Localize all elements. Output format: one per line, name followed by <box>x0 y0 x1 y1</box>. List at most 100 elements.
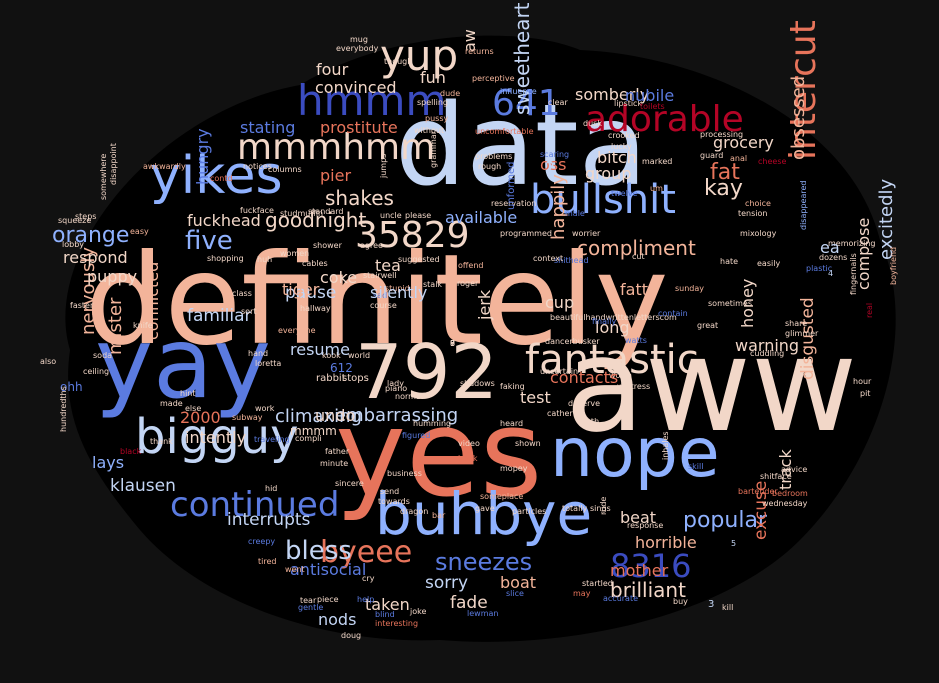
cloud-word: returns <box>465 47 494 56</box>
cloud-word: problems <box>475 152 513 161</box>
cloud-word: spelling <box>417 98 448 107</box>
cloud-word: agree <box>360 241 383 250</box>
cloud-word: huh <box>257 255 273 264</box>
cloud-word: particles <box>512 507 547 516</box>
cloud-word: embarrassing <box>335 405 459 426</box>
cloud-word: normal <box>395 392 424 401</box>
cloud-word: test <box>520 388 551 407</box>
cloud-word: plastic <box>806 264 833 273</box>
cloud-word: offend <box>458 261 484 270</box>
cloud-word: yay <box>95 307 272 421</box>
cloud-word: steps <box>75 212 97 221</box>
cloud-word: unformed <box>506 161 517 211</box>
cloud-word: dude <box>440 89 461 98</box>
cloud-word: mopey <box>500 464 528 473</box>
cloud-word: slice <box>506 589 524 598</box>
cloud-word: subway <box>232 413 263 422</box>
cloud-word: knife <box>133 321 153 330</box>
cloud-word: work <box>255 404 275 413</box>
cloud-word: long <box>595 318 630 337</box>
cloud-word: dusk <box>583 119 602 128</box>
cloud-word: fuckhead <box>187 211 261 230</box>
cloud-word: scaring <box>540 150 570 159</box>
cloud-word: compliment <box>577 236 696 260</box>
cloud-word: crooked <box>608 131 640 140</box>
cloud-word: uncle <box>380 211 402 220</box>
cloud-word: pussy <box>425 114 449 123</box>
cloud-word: mug <box>350 35 368 44</box>
cloud-word: cables <box>302 259 328 268</box>
cloud-word: disappeared <box>799 180 808 230</box>
cloud-word: cry <box>362 574 375 583</box>
cloud-word: jumps <box>379 153 388 178</box>
cloud-word: programmed <box>500 229 552 238</box>
cloud-word: mother <box>610 561 669 580</box>
cloud-word: shower <box>313 241 342 250</box>
cloud-word: hand <box>248 349 269 358</box>
cloud-word: climaxing <box>275 406 362 427</box>
cloud-word: lobby <box>62 240 85 249</box>
cloud-word: buhbye <box>375 480 593 548</box>
cloud-word: mixology <box>740 229 777 238</box>
cloud-word: antisocial <box>290 560 367 579</box>
cloud-word: nope <box>550 414 720 493</box>
cloud-word: warning <box>735 336 800 355</box>
cloud-word: definitely <box>85 228 669 373</box>
cloud-word: bless <box>285 536 352 566</box>
cloud-word: loretta <box>255 359 282 368</box>
cloud-word: resume <box>290 340 350 359</box>
cloud-word: suggested <box>398 255 440 264</box>
cloud-word: piece <box>317 595 339 604</box>
cloud-word: horrible <box>635 533 697 552</box>
cloud-word: sometimes <box>708 299 753 308</box>
cloud-word: easily <box>757 259 781 268</box>
cloud-word: aww <box>565 309 858 461</box>
cloud-word: nods <box>318 610 357 629</box>
cloud-word: sings <box>590 504 611 513</box>
cloud-word: bitch <box>597 148 637 167</box>
cloud-word: stairwell <box>363 271 397 280</box>
cloud-word: went <box>285 565 305 574</box>
cloud-word: everyone <box>278 326 316 335</box>
cloud-word: piano <box>385 384 408 393</box>
cloud-word: ohh <box>60 380 83 394</box>
cloud-word: cuddling <box>750 349 785 358</box>
cloud-word: happily <box>548 174 569 240</box>
cloud-word: 7 <box>450 339 456 348</box>
cloud-word: boat <box>500 573 537 592</box>
cloud-word: 2000 <box>180 408 221 427</box>
cloud-word: memorizing <box>828 239 876 248</box>
cloud-word: creepy <box>248 537 276 546</box>
cloud-word: gentle <box>298 603 324 612</box>
cloud-word: toilets <box>640 102 665 111</box>
cloud-word: thank <box>150 437 173 446</box>
cloud-word: share <box>785 319 808 328</box>
cloud-word: figured <box>402 431 431 440</box>
cloud-word: perceptive <box>472 74 515 83</box>
cloud-word: guard <box>700 151 724 160</box>
cloud-word: help <box>357 595 375 604</box>
cloud-word: fat <box>710 160 740 185</box>
cloud-word: compose <box>854 217 873 290</box>
cloud-word: um <box>650 184 663 193</box>
cloud-word: class <box>232 289 252 298</box>
cloud-word: male <box>565 209 585 218</box>
cloud-word: stalk <box>423 280 443 289</box>
cloud-word: hmmm <box>297 76 447 125</box>
cloud-word: kill <box>722 603 734 612</box>
cloud-word: ceiling <box>83 367 110 376</box>
cloud-word: totally <box>562 504 588 513</box>
cloud-word: silently <box>370 283 428 302</box>
cloud-word: undo <box>315 406 356 425</box>
cloud-word: pier <box>320 166 352 185</box>
cloud-word: adorable <box>585 99 744 140</box>
cloud-word: book <box>458 454 478 463</box>
cloud-word: bar <box>432 511 446 520</box>
cloud-word: 6 <box>450 339 456 348</box>
cloud-word: familiar <box>187 306 252 326</box>
cloud-word: 5 <box>731 539 737 548</box>
cloud-word: hungry <box>193 128 212 185</box>
cloud-word: hour <box>853 377 872 386</box>
